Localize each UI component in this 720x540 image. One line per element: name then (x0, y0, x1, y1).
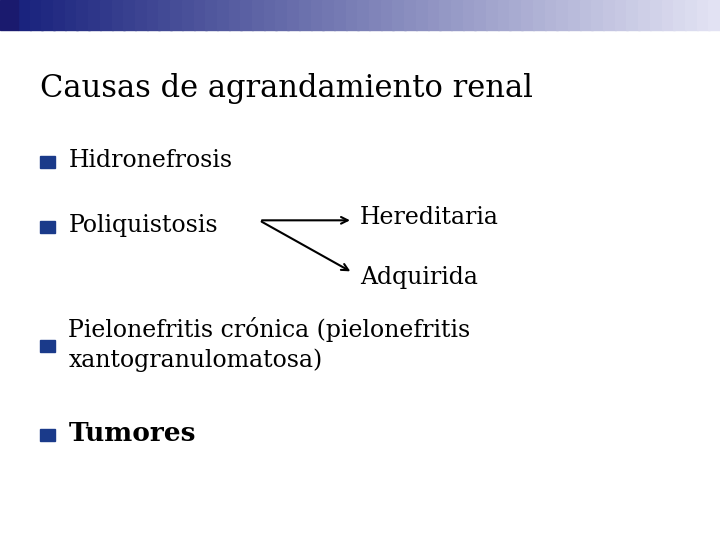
Text: Causas de agrandamiento renal: Causas de agrandamiento renal (40, 73, 533, 104)
Text: Pielonefritis crónica (pielonefritis
xantogranulomatosa): Pielonefritis crónica (pielonefritis xan… (68, 317, 471, 372)
Text: Tumores: Tumores (68, 421, 196, 446)
Bar (40, 340, 55, 352)
Text: Hereditaria: Hereditaria (360, 206, 499, 229)
Text: Poliquistosis: Poliquistosis (68, 214, 218, 237)
Bar (40, 429, 55, 441)
Bar (40, 221, 55, 233)
Text: Hidronefrosis: Hidronefrosis (68, 150, 233, 172)
Bar (40, 156, 55, 168)
Text: Adquirida: Adquirida (360, 266, 478, 288)
